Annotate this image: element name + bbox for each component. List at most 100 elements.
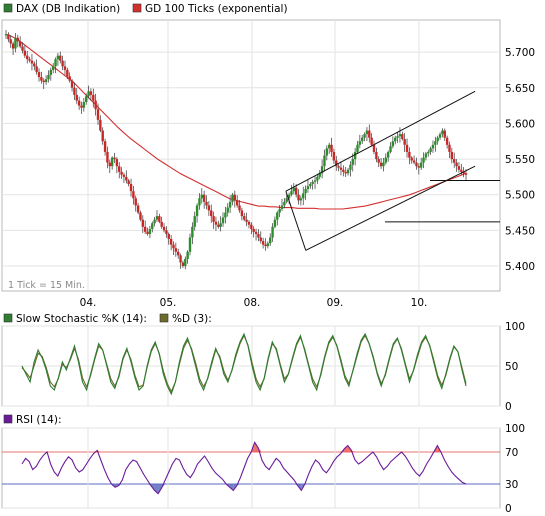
candle-body xyxy=(141,219,145,227)
channel-upper-line xyxy=(285,90,476,192)
rsi-y-tick-3: 100 xyxy=(505,423,525,435)
candle-body xyxy=(278,208,281,213)
candle-body xyxy=(269,237,272,244)
legend-swatch-0 xyxy=(3,3,13,13)
price-y-ticks: 5.400 5.450 5.500 5.550 5.600 5.650 5.700 xyxy=(505,47,535,273)
candle-body xyxy=(436,137,439,142)
stoch-k-line xyxy=(21,332,467,396)
stoch-y-tick-0: 0 xyxy=(505,401,512,413)
legend-swatch-1 xyxy=(159,313,169,323)
candle-body xyxy=(56,55,60,60)
candle-body xyxy=(455,162,458,167)
price-legend: DAX (DB Indikation) GD 100 Ticks (exponen… xyxy=(3,3,288,15)
candle-body xyxy=(290,191,293,195)
candle-body xyxy=(443,130,446,138)
candle-body xyxy=(151,223,154,229)
candle-body xyxy=(252,228,255,232)
legend-label-1: %D (3): xyxy=(172,313,212,325)
candle-body xyxy=(134,198,137,206)
candle-body xyxy=(401,134,404,140)
candle-body xyxy=(44,79,48,83)
candle-body xyxy=(158,216,161,222)
tick-note: 1 Tick = 15 Min. xyxy=(8,280,85,291)
candle-body xyxy=(16,37,19,42)
candle-body xyxy=(73,87,76,95)
candle-body xyxy=(77,100,81,106)
candle-body xyxy=(320,166,324,174)
candle-body xyxy=(226,207,229,213)
candle-body xyxy=(172,244,175,249)
candle-body xyxy=(14,37,17,49)
candle-body xyxy=(92,94,95,101)
ema-polyline xyxy=(5,33,467,210)
candle-body xyxy=(419,162,423,168)
legend-swatch-0 xyxy=(3,414,13,424)
candle-body xyxy=(464,173,468,175)
candle-body xyxy=(372,144,376,152)
candle-body xyxy=(212,216,215,222)
candle-body xyxy=(365,130,369,135)
candle-body xyxy=(462,171,465,174)
candle-body xyxy=(311,181,314,185)
candle-body xyxy=(106,151,109,163)
candle-body xyxy=(389,146,392,152)
candle-body xyxy=(207,205,211,211)
candle-body xyxy=(146,231,149,234)
candle-body xyxy=(450,151,454,160)
candle-body xyxy=(120,171,123,175)
candle-body xyxy=(30,60,34,64)
candle-body xyxy=(391,141,395,147)
candle-body xyxy=(40,77,43,81)
candle-body xyxy=(110,157,114,167)
candle-body xyxy=(7,34,10,40)
candle-body xyxy=(313,180,317,182)
candle-body xyxy=(160,221,163,227)
candle-body xyxy=(139,212,142,220)
candle-body xyxy=(408,151,411,158)
candle-body xyxy=(292,187,295,192)
candle-body xyxy=(235,200,239,206)
candle-body xyxy=(122,174,126,177)
candle-body xyxy=(193,216,196,227)
candle-body xyxy=(210,210,213,217)
candle-body xyxy=(214,221,218,225)
candle-body xyxy=(405,144,409,152)
candle-body xyxy=(327,144,331,149)
candle-body xyxy=(299,198,303,201)
price-y-tick-1: 5.450 xyxy=(505,225,535,237)
candle-body xyxy=(99,119,102,131)
legend-label-0: Slow Stochastic %K (14): xyxy=(16,313,147,325)
legend-swatch-1 xyxy=(132,3,142,13)
candle-body xyxy=(396,136,399,138)
price-y-tick-3: 5.550 xyxy=(505,154,535,166)
price-y-tick-2: 5.500 xyxy=(505,190,535,202)
price-y-tick-5: 5.650 xyxy=(505,83,535,95)
ema-line xyxy=(5,33,467,210)
x-tick-0: 04. xyxy=(80,297,97,309)
candle-body xyxy=(323,155,326,167)
rsi-overbought-fill xyxy=(344,445,348,452)
candle-body xyxy=(155,216,159,220)
candle-body xyxy=(228,201,232,208)
stochastic-legend: Slow Stochastic %K (14): %D (3): xyxy=(3,313,212,325)
rsi-legend: RSI (14): xyxy=(3,414,62,426)
candle-body xyxy=(63,66,67,70)
candle-body xyxy=(165,230,168,234)
candle-body xyxy=(179,255,182,263)
candle-body xyxy=(153,219,156,224)
stochastic-lines xyxy=(21,332,467,396)
candle-body xyxy=(370,137,373,145)
candle-body xyxy=(335,160,338,167)
candle-body xyxy=(346,169,350,174)
candle-body xyxy=(82,102,86,108)
candle-body xyxy=(358,141,362,145)
candle-body xyxy=(318,173,321,177)
candle-body xyxy=(103,141,107,152)
candle-body xyxy=(276,212,279,220)
candle-body xyxy=(368,130,371,138)
candle-body xyxy=(417,166,421,168)
candle-body xyxy=(202,194,206,202)
candle-body xyxy=(261,241,265,245)
